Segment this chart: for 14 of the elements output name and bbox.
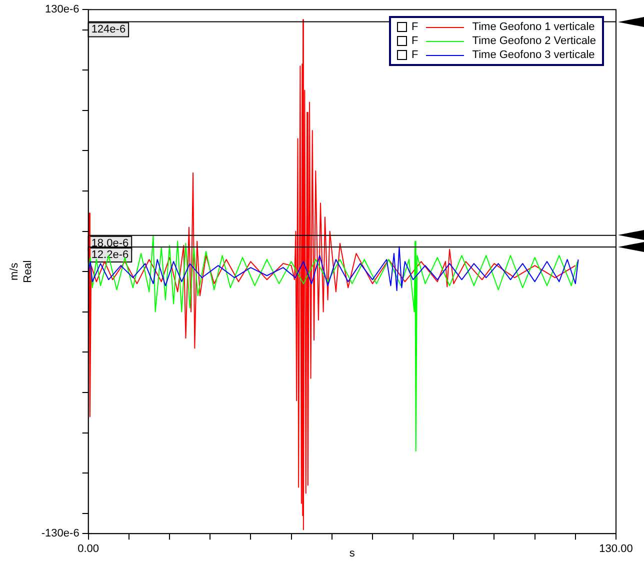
y-axis-title: m/s Real (8, 260, 34, 283)
legend-label: Time Geofono 1 verticale (472, 20, 595, 34)
ref-line-label: 124e-6 (91, 24, 126, 36)
y-tick-label: -130e-6 (41, 528, 80, 540)
annotation: F (412, 48, 418, 62)
legend-label: Time Geofono 3 verticale (472, 48, 595, 62)
annotation: F (412, 34, 418, 48)
legend-label: Time Geofono 2 Verticale (472, 34, 596, 48)
annotation: F (412, 20, 418, 34)
x-tick-label: 0.00 (78, 543, 100, 556)
ref-line-label: 18.0e-6 (91, 237, 129, 250)
y-tick-label: 130e-6 (45, 4, 80, 16)
x-tick-label: 130.00 (599, 543, 633, 556)
x-axis-title: s (349, 547, 356, 560)
